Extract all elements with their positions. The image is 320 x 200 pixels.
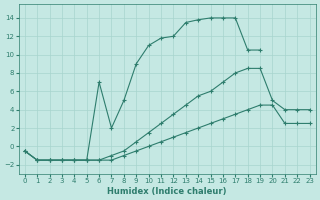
X-axis label: Humidex (Indice chaleur): Humidex (Indice chaleur) xyxy=(108,187,227,196)
